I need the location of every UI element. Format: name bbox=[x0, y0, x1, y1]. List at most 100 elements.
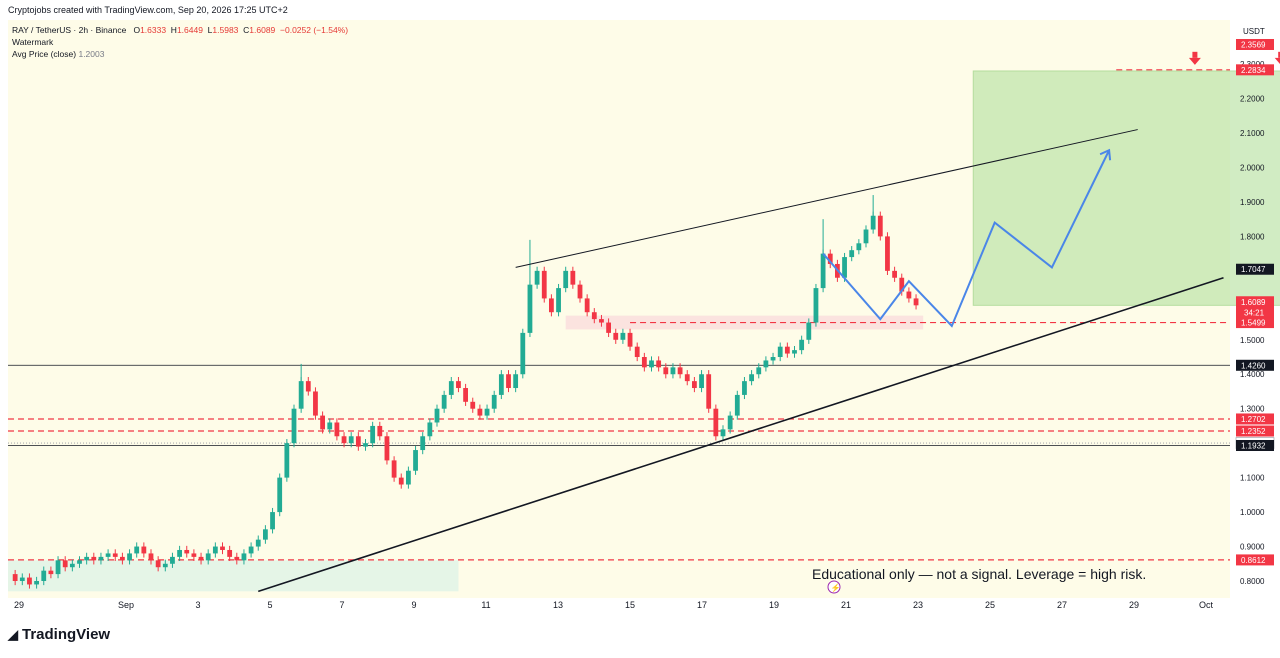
candle-body bbox=[141, 546, 147, 554]
candle-body bbox=[456, 381, 461, 389]
candle-body bbox=[534, 270, 540, 285]
time-tick-label: 5 bbox=[267, 600, 272, 610]
time-tick-label: 15 bbox=[625, 600, 635, 610]
target-arrow-icon bbox=[1188, 57, 1201, 65]
candle-body bbox=[727, 415, 733, 430]
legend-avg-label: Avg Price (close) bbox=[12, 49, 77, 59]
price-tag-text-2.3569: 2.3569 bbox=[1241, 40, 1266, 49]
upper-trendline bbox=[515, 129, 1138, 268]
candle-body bbox=[899, 277, 905, 292]
candle-body bbox=[27, 577, 32, 585]
candle-body bbox=[820, 253, 826, 289]
candle-body bbox=[191, 553, 197, 557]
candle-body bbox=[12, 574, 18, 581]
candle-body bbox=[248, 546, 254, 554]
candle-body bbox=[877, 215, 883, 237]
time-tick-label: 7 bbox=[339, 600, 344, 610]
candle-body bbox=[498, 374, 504, 395]
candle-body bbox=[684, 374, 690, 382]
candle-body bbox=[270, 512, 275, 530]
price-tick-label: 1.4000 bbox=[1240, 370, 1265, 379]
time-tick-label: 23 bbox=[913, 600, 923, 610]
candle-body bbox=[91, 556, 97, 561]
candle-body bbox=[84, 556, 90, 561]
lightning-glyph: ⚡ bbox=[831, 583, 841, 593]
price-tag-text-1.5499: 1.5499 bbox=[1241, 319, 1266, 328]
candle-body bbox=[634, 346, 640, 358]
lower-trendline bbox=[258, 276, 1224, 593]
candle-body bbox=[313, 391, 318, 416]
legend-symbol[interactable]: RAY / TetherUS · 2h · Binance bbox=[12, 25, 127, 35]
price-tag-1.2352 bbox=[1236, 425, 1274, 437]
candle-body bbox=[234, 556, 240, 561]
candle-body bbox=[448, 381, 454, 395]
credit-text: Cryptojobs created with TradingView.com,… bbox=[8, 5, 288, 15]
legend-high: 1.6449 bbox=[176, 25, 203, 35]
price-tag-text-1.6089: 1.6089 bbox=[1241, 298, 1266, 307]
candle-body bbox=[62, 560, 68, 568]
legend-low: 1.5983 bbox=[212, 25, 239, 35]
candle-body bbox=[198, 556, 204, 561]
candle-body bbox=[892, 270, 897, 278]
candle-body bbox=[434, 408, 440, 423]
candle-body bbox=[906, 291, 912, 299]
candle-body bbox=[749, 374, 754, 382]
time-axis[interactable] bbox=[8, 598, 1230, 614]
candle-body bbox=[570, 270, 576, 285]
brand-name: TradingView bbox=[22, 626, 111, 643]
candle-body bbox=[549, 298, 554, 313]
price-tick-label: 2.2000 bbox=[1240, 95, 1265, 104]
time-tick-label: 27 bbox=[1057, 600, 1067, 610]
candle-body bbox=[506, 374, 511, 389]
price-tick-label: 2.1000 bbox=[1240, 129, 1265, 138]
legend-watermark[interactable]: Watermark bbox=[12, 37, 54, 47]
candle-body bbox=[255, 539, 261, 547]
legend-open-label: O bbox=[133, 25, 141, 35]
time-tick-label: 29 bbox=[14, 600, 24, 610]
candle-body bbox=[656, 360, 662, 368]
projection-arrowhead bbox=[1099, 148, 1112, 161]
candle-body bbox=[827, 253, 833, 264]
candle-body bbox=[184, 549, 190, 554]
candle-body bbox=[692, 381, 697, 389]
candle-body bbox=[413, 450, 418, 471]
candle-body bbox=[913, 298, 919, 306]
candle-body bbox=[348, 436, 354, 444]
price-tag-text-1.7047: 1.7047 bbox=[1241, 265, 1266, 274]
price-tag-text-1.4260: 1.4260 bbox=[1241, 361, 1266, 370]
candle-body bbox=[112, 553, 118, 557]
candle-body bbox=[55, 560, 61, 575]
projection-path bbox=[822, 149, 1110, 328]
time-tick-label: Oct bbox=[1199, 600, 1214, 610]
tradingview-logo[interactable]: ◢ TradingView bbox=[8, 626, 110, 643]
candle-body bbox=[627, 332, 633, 347]
candle-body bbox=[792, 350, 797, 354]
legend-symbol-row: RAY / TetherUS · 2h · Binance O1.6333 H1… bbox=[12, 24, 348, 36]
candle-body bbox=[813, 288, 819, 323]
candle-body bbox=[541, 270, 547, 299]
candle-body bbox=[134, 546, 140, 554]
candle-body bbox=[742, 381, 747, 395]
candle-body bbox=[241, 553, 247, 561]
candle-body bbox=[842, 257, 847, 278]
price-tick-label: 1.5000 bbox=[1240, 336, 1265, 345]
legend-avg-row[interactable]: Avg Price (close) 1.2003 bbox=[12, 48, 348, 60]
candle-body bbox=[606, 322, 611, 333]
candle-body bbox=[305, 381, 311, 392]
candle-body bbox=[470, 401, 476, 409]
candle-body bbox=[263, 529, 268, 540]
candle-body bbox=[69, 563, 75, 568]
candle-body bbox=[398, 477, 404, 485]
price-tag-1.5499 bbox=[1236, 317, 1274, 329]
candle-body bbox=[155, 560, 161, 568]
price-tag-1.4260 bbox=[1236, 359, 1274, 371]
candle-body bbox=[406, 470, 411, 485]
price-tag-1.2702 bbox=[1236, 413, 1274, 425]
legend-avg-value: 1.2003 bbox=[78, 49, 105, 59]
candle-body bbox=[298, 381, 304, 409]
candle-body bbox=[120, 556, 125, 561]
candle-body bbox=[291, 408, 297, 444]
candle-body bbox=[584, 298, 590, 313]
candle-body bbox=[806, 322, 812, 340]
time-tick-label: 9 bbox=[411, 600, 416, 610]
